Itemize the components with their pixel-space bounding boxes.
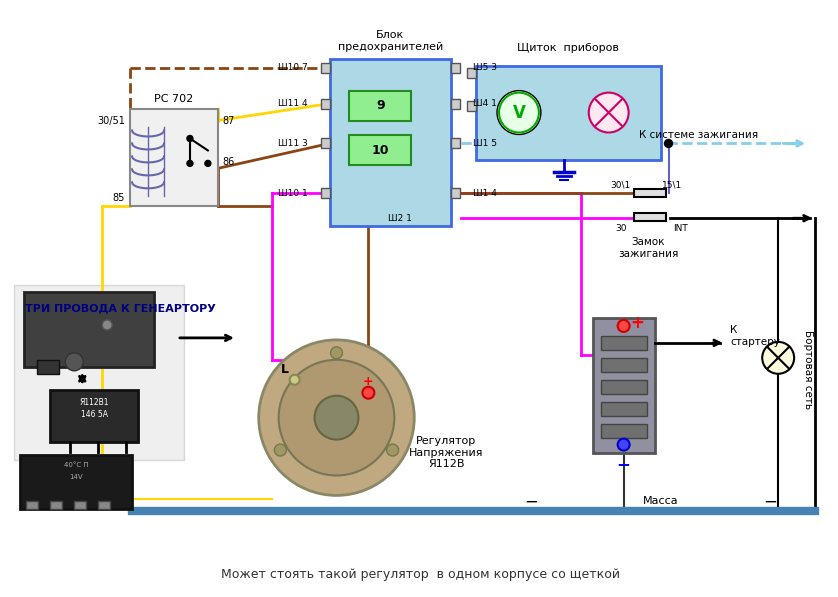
Text: +: +: [631, 314, 644, 332]
Text: ТРИ ПРОВОДА К ГЕНЕАРТОРУ: ТРИ ПРОВОДА К ГЕНЕАРТОРУ: [24, 303, 215, 313]
Text: РС 702: РС 702: [154, 94, 194, 104]
Text: 146 5А: 146 5А: [80, 410, 108, 419]
Circle shape: [274, 444, 287, 456]
FancyBboxPatch shape: [451, 188, 460, 198]
Circle shape: [259, 340, 414, 496]
FancyBboxPatch shape: [467, 67, 476, 78]
FancyBboxPatch shape: [14, 285, 184, 460]
FancyBboxPatch shape: [467, 100, 476, 110]
FancyBboxPatch shape: [476, 66, 660, 161]
Circle shape: [187, 161, 193, 167]
Circle shape: [204, 161, 211, 167]
Text: −: −: [524, 493, 538, 510]
Text: Ш10 1: Ш10 1: [278, 189, 308, 198]
FancyBboxPatch shape: [321, 188, 329, 198]
FancyBboxPatch shape: [451, 99, 460, 109]
Text: 10: 10: [371, 144, 389, 157]
FancyBboxPatch shape: [634, 213, 665, 221]
Circle shape: [499, 93, 539, 133]
FancyBboxPatch shape: [634, 189, 665, 197]
Text: К
стартеру: К стартеру: [731, 325, 780, 347]
Text: К системе зажигания: К системе зажигания: [639, 131, 758, 140]
FancyBboxPatch shape: [321, 99, 329, 109]
Circle shape: [330, 347, 343, 359]
Text: Масса: Масса: [643, 496, 678, 506]
Circle shape: [497, 91, 541, 134]
Text: Может стоять такой регулятор  в одном корпусе со щеткой: Может стоять такой регулятор в одном кор…: [220, 568, 620, 581]
Circle shape: [290, 375, 300, 384]
Text: 86: 86: [223, 158, 235, 167]
FancyBboxPatch shape: [349, 91, 411, 121]
Text: Бортовая сеть: Бортовая сеть: [803, 330, 813, 410]
Text: 9: 9: [376, 99, 385, 112]
Text: Ш1 5: Ш1 5: [473, 139, 497, 148]
Circle shape: [102, 320, 112, 330]
FancyBboxPatch shape: [349, 136, 411, 165]
FancyBboxPatch shape: [38, 360, 59, 374]
Text: V: V: [513, 103, 525, 122]
Text: Ш1 4: Ш1 4: [473, 189, 497, 198]
FancyBboxPatch shape: [329, 59, 451, 226]
Text: Ш10 7: Ш10 7: [278, 63, 308, 72]
Circle shape: [589, 93, 628, 133]
Text: Ш11 4: Ш11 4: [278, 99, 308, 108]
FancyBboxPatch shape: [50, 390, 138, 442]
Text: Замок
зажигания: Замок зажигания: [618, 238, 679, 259]
FancyBboxPatch shape: [451, 139, 460, 149]
Text: 85: 85: [113, 193, 125, 204]
Circle shape: [763, 342, 794, 374]
Text: 30\1: 30\1: [611, 181, 631, 190]
FancyBboxPatch shape: [98, 501, 110, 509]
FancyBboxPatch shape: [601, 380, 647, 393]
Text: Ш11 3: Ш11 3: [278, 139, 308, 148]
FancyBboxPatch shape: [24, 292, 154, 367]
Text: 15\1: 15\1: [662, 181, 683, 190]
Text: Я112В1: Я112В1: [80, 398, 109, 407]
Text: 30/51: 30/51: [97, 116, 125, 125]
Circle shape: [618, 439, 629, 451]
FancyBboxPatch shape: [601, 336, 647, 350]
FancyBboxPatch shape: [75, 501, 86, 509]
FancyBboxPatch shape: [321, 63, 329, 73]
FancyBboxPatch shape: [451, 63, 460, 73]
Text: Щиток  приборов: Щиток приборов: [517, 43, 619, 53]
Text: Ш2 1: Ш2 1: [388, 214, 412, 223]
Text: Регулятор
Напряжения
Я112В: Регулятор Напряжения Я112В: [409, 436, 484, 469]
Circle shape: [386, 444, 399, 456]
Circle shape: [665, 140, 672, 147]
FancyBboxPatch shape: [27, 501, 39, 509]
FancyBboxPatch shape: [130, 109, 218, 207]
Text: 40°C П: 40°C П: [64, 461, 89, 467]
Circle shape: [279, 360, 395, 475]
FancyBboxPatch shape: [321, 139, 329, 149]
Circle shape: [362, 387, 375, 399]
Circle shape: [618, 320, 629, 332]
FancyBboxPatch shape: [601, 358, 647, 372]
Text: 30: 30: [615, 224, 626, 233]
Text: 87: 87: [223, 116, 235, 125]
Text: −: −: [763, 493, 777, 510]
Text: 14V: 14V: [70, 475, 83, 481]
FancyBboxPatch shape: [20, 454, 132, 509]
FancyBboxPatch shape: [592, 318, 654, 453]
Text: Ш4 1: Ш4 1: [473, 99, 497, 108]
Text: Ш5 3: Ш5 3: [473, 63, 497, 72]
FancyBboxPatch shape: [50, 501, 62, 509]
Text: INT: INT: [673, 224, 688, 233]
Text: +: +: [363, 376, 374, 388]
Circle shape: [187, 136, 193, 141]
Text: −: −: [617, 456, 630, 473]
FancyBboxPatch shape: [601, 424, 647, 438]
Circle shape: [65, 353, 83, 371]
Text: L: L: [281, 364, 288, 376]
Circle shape: [314, 396, 359, 439]
Text: Блок
предохранителей: Блок предохранителей: [338, 30, 443, 51]
FancyBboxPatch shape: [601, 402, 647, 416]
